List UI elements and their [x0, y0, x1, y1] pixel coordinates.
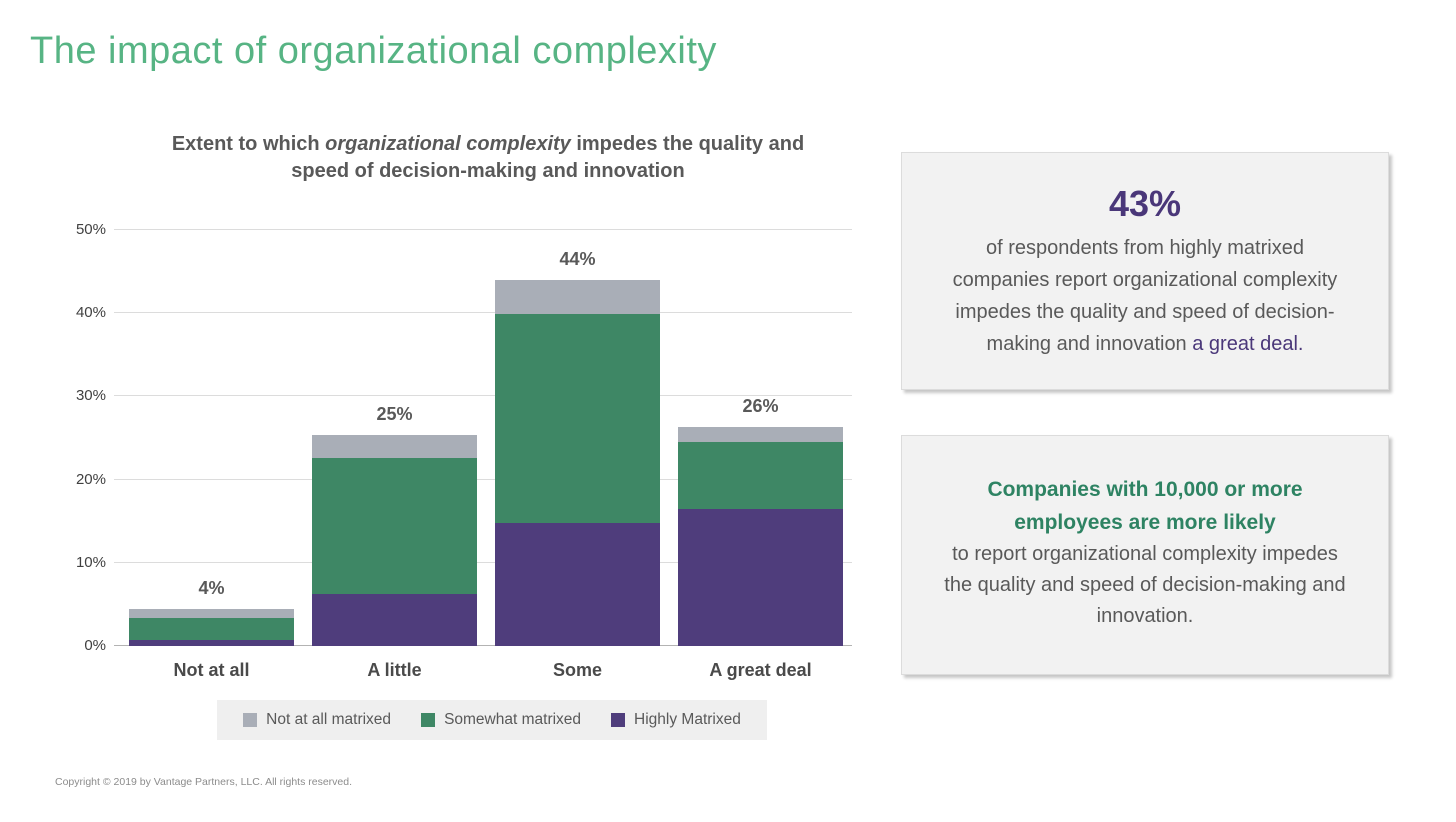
- bar-value-label: 25%: [376, 403, 413, 424]
- bar-segment-somewhat-matrixed: [312, 457, 477, 595]
- y-axis-tick-label: 10%: [75, 553, 106, 571]
- callout-companies-box: Companies with 10,000 or more employees …: [901, 435, 1389, 675]
- stat-description: of respondents from highly matrixed comp…: [926, 232, 1364, 360]
- bar-segment-somewhat-matrixed: [129, 617, 294, 641]
- x-axis-category-label: A little: [367, 660, 422, 680]
- bar-segment-not-at-all-matrixed: [495, 279, 660, 315]
- bar-value-label: 44%: [559, 248, 596, 269]
- plot-area: 0% 10% 20% 30% 40% 50% 4% Not at all 25% A little…: [76, 221, 852, 680]
- gridline-50%: [114, 229, 852, 230]
- legend: Not at all matrixed Somewhat matrixed High…: [217, 700, 767, 740]
- y-axis-tick-label: 50%: [75, 221, 106, 238]
- legend-swatch-not-at-all-matrixed: [243, 713, 258, 727]
- gridline-0%: [114, 645, 852, 646]
- bar-segment-highly-matrixed: [312, 594, 477, 646]
- bar-segment-highly-matrixed: [678, 508, 843, 646]
- legend-item-not-at-all-matrixed: Not at all matrixed: [243, 711, 391, 729]
- bar-segment-not-at-all-matrixed: [678, 427, 843, 443]
- page-title: The impact of organizational complexity: [30, 30, 717, 72]
- x-axis-category-label: Not at all: [173, 660, 250, 680]
- gridline-30%: [114, 395, 852, 397]
- callout-headline: Companies with 10,000 or more employees …: [987, 478, 1303, 534]
- gridline-20%: [114, 478, 852, 480]
- gridline-40%: [114, 312, 852, 314]
- bar-segment-not-at-all-matrixed: [312, 434, 477, 458]
- callout-body: to report organizational complexity impe…: [944, 543, 1346, 628]
- chart-title: Extent to which organizational complexit…: [146, 131, 830, 185]
- x-axis-category-label: Some: [552, 660, 603, 680]
- legend-label: Highly Matrixed: [634, 711, 741, 728]
- legend-swatch-highly-matrixed: [611, 713, 626, 727]
- bar-segment-somewhat-matrixed: [495, 314, 660, 523]
- bar-segment-not-at-all-matrixed: [129, 609, 294, 618]
- chart-title-italic: organizational complexity: [325, 133, 571, 155]
- x-axis-category-label: A great deal: [709, 660, 812, 680]
- bar-segment-somewhat-matrixed: [678, 442, 843, 509]
- bar-value-label: 4%: [198, 578, 225, 599]
- bar-segment-highly-matrixed: [495, 522, 660, 646]
- legend-label: Somewhat matrixed: [444, 711, 582, 728]
- stat-description-text: of respondents from highly matrixed comp…: [952, 237, 1338, 356]
- legend-item-somewhat-matrixed: Somewhat matrixed: [421, 711, 581, 729]
- y-axis-tick-label: 30%: [75, 387, 106, 405]
- stat-description-highlight: a great deal.: [1192, 333, 1304, 356]
- legend-label: Not at all matrixed: [266, 711, 392, 728]
- bar-segment-highly-matrixed: [129, 640, 294, 646]
- y-axis-tick-label: 40%: [75, 304, 106, 322]
- callout-stat-box: 43% of respondents from highly matrixed …: [901, 152, 1389, 390]
- bar-value-label: 26%: [742, 396, 779, 417]
- chart-title-part-1: Extent to which: [171, 133, 326, 155]
- copyright-notice: Copyright © 2019 by Vantage Partners, LL…: [55, 776, 353, 788]
- y-axis-tick-label: 20%: [75, 470, 106, 488]
- legend-swatch-somewhat-matrixed: [421, 713, 436, 727]
- stat-value: 43%: [1108, 183, 1182, 224]
- y-axis-tick-label: 0%: [84, 637, 106, 654]
- legend-item-highly-matrixed: Highly Matrixed: [611, 711, 741, 729]
- gridline-10%: [114, 561, 852, 563]
- chart-title-part-2: impedes the quality and speed of decisio…: [291, 133, 805, 182]
